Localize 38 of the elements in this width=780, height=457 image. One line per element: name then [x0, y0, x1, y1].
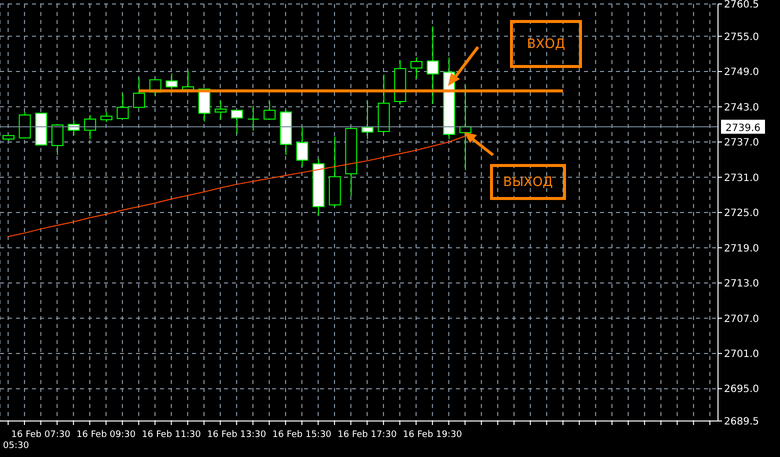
y-tick-label: 2725.0 [724, 208, 759, 220]
candlestick [410, 56, 422, 80]
candlestick [214, 100, 227, 120]
candlestick [230, 110, 243, 134]
x-tick-label: 16 Feb 17:30 [338, 430, 397, 440]
y-tick-label: 2749.0 [724, 67, 759, 78]
y-tick-label: 2743.0 [724, 102, 759, 114]
y-tick-label: 2760.5 [724, 0, 759, 11]
x-tick-label: 16 Feb 19:30 [402, 430, 462, 440]
candlestick [18, 112, 31, 138]
x-tick-label: 16 Feb 15:30 [272, 430, 332, 440]
annotation: ВЫХОД [490, 164, 566, 200]
y-tick-label: 2701.0 [724, 349, 759, 360]
candlestick [84, 114, 96, 140]
candlestick [426, 26, 439, 104]
y-tick-label: 2719.0 [724, 243, 759, 254]
x-tick-label: 16 Feb 11:30 [142, 430, 202, 440]
x-tick-label: 16 Feb 13:30 [207, 430, 266, 440]
y-tick-label: 2707.0 [724, 314, 759, 325]
candlestick [247, 105, 260, 132]
x-tick-label: 16 Feb 09:30 [76, 430, 136, 440]
text: 05:30 [3, 441, 29, 451]
y-tick-label: 2713.0 [724, 278, 759, 290]
candlestick [264, 100, 276, 120]
candlestick [116, 93, 129, 120]
candlestick [51, 124, 64, 156]
candlestick [296, 126, 308, 168]
candlestick [166, 72, 178, 90]
y-tick-label: 2731.0 [724, 172, 759, 184]
y-tick-label: 2737.0 [724, 138, 759, 149]
y-tick-label: 2695.0 [724, 384, 759, 396]
y-tick-label: 2689.5 [724, 416, 759, 428]
x-tick-label: 16 Feb 07:30 [11, 430, 71, 440]
annotation: ВХОД [510, 20, 582, 68]
candlestick [100, 112, 112, 123]
y-tick-label: 2755.0 [724, 32, 759, 43]
ref-line-label: 2739.6 [726, 122, 760, 134]
candlestick [133, 76, 146, 108]
